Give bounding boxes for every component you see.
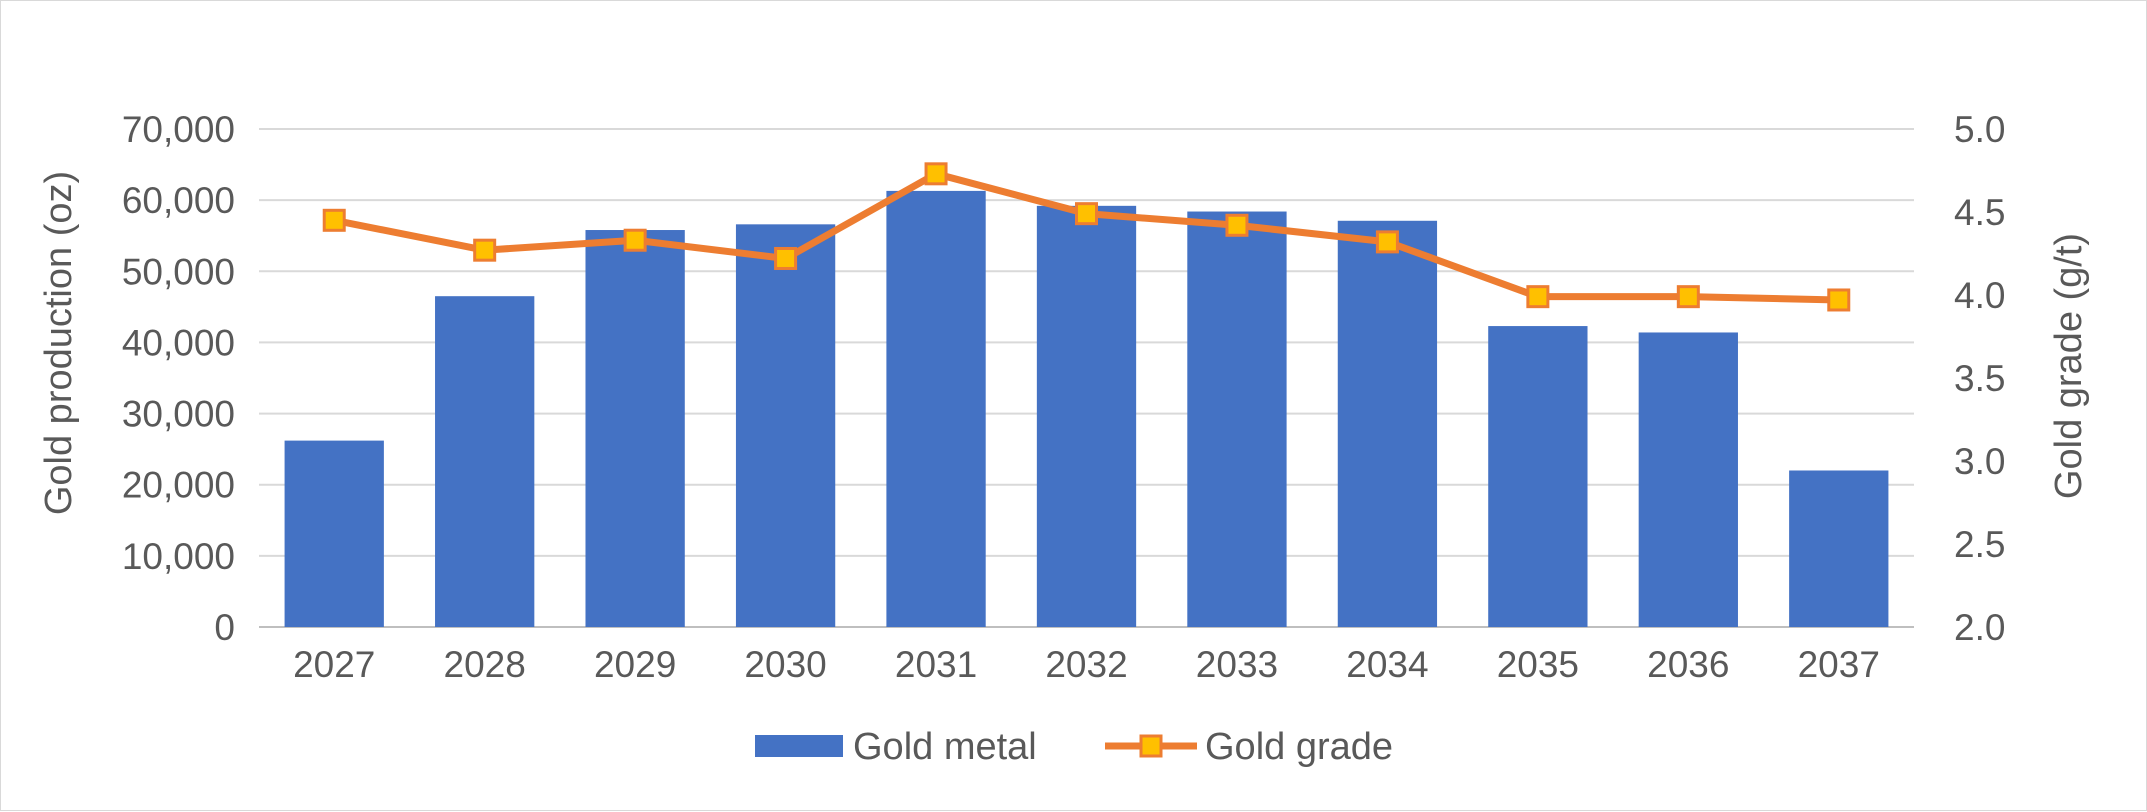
y2-tick-label: 3.0	[1954, 441, 2005, 482]
right-axis-title: Gold grade (g/t)	[2048, 233, 2090, 499]
grade-marker	[1676, 285, 1700, 309]
y-tick-label: 10,000	[122, 536, 235, 577]
x-tick-label: 2033	[1196, 644, 1278, 685]
y2-tick-label: 5.0	[1954, 109, 2005, 150]
legend-marker-gold-grade	[1139, 734, 1163, 758]
y-tick-label: 30,000	[122, 394, 235, 435]
bar	[1638, 332, 1738, 627]
grade-marker	[1375, 230, 1399, 254]
y2-tick-label: 4.5	[1954, 192, 2005, 233]
left-axis-title: Gold production (oz)	[38, 171, 80, 515]
legend: Gold metal Gold grade	[755, 726, 1393, 768]
y2-tick-label: 2.5	[1954, 524, 2005, 565]
legend-swatch-gold-metal	[755, 735, 843, 757]
bar	[735, 224, 836, 627]
y2-tick-label: 2.0	[1954, 607, 2005, 648]
bar	[435, 296, 535, 627]
x-tick-label: 2027	[293, 644, 375, 685]
bar	[1036, 205, 1137, 627]
bar-series-gold-metal	[284, 190, 1889, 628]
grade-marker	[1827, 288, 1851, 312]
legend-label-gold-metal: Gold metal	[853, 726, 1037, 768]
y2-tick-label: 4.0	[1954, 275, 2005, 316]
grade-marker	[924, 162, 948, 186]
grade-marker	[1075, 202, 1098, 226]
bar	[585, 230, 685, 627]
y-tick-label: 40,000	[122, 322, 235, 363]
x-tick-label: 2030	[744, 644, 826, 685]
x-tick-label: 2029	[594, 644, 676, 685]
bar	[1187, 211, 1287, 628]
grade-marker	[623, 228, 647, 252]
x-tick-label: 2036	[1647, 644, 1729, 685]
x-tick-label: 2034	[1346, 644, 1428, 685]
y-tick-label: 70,000	[122, 109, 235, 150]
legend-label-gold-grade: Gold grade	[1205, 726, 1393, 768]
x-tick-label: 2028	[444, 644, 526, 685]
y-tick-label: 20,000	[122, 465, 235, 506]
left-axis-ticks: 0 10,000 20,000 30,000 40,000 50,000 60,000 70,…	[122, 109, 235, 648]
grade-marker	[473, 238, 497, 262]
x-tick-label: 2037	[1798, 644, 1880, 685]
grade-marker	[1225, 213, 1249, 237]
x-tick-label: 2035	[1497, 644, 1579, 685]
x-tick-label: 2032	[1045, 644, 1127, 685]
y2-tick-label: 3.5	[1954, 358, 2005, 399]
x-tick-label: 2031	[895, 644, 977, 685]
y-tick-label: 60,000	[122, 180, 235, 221]
line-series-gold-grade	[322, 162, 1851, 312]
bar	[284, 440, 384, 627]
bar	[1488, 326, 1588, 627]
y-tick-label: 0	[214, 607, 235, 648]
grade-marker	[774, 246, 798, 270]
y-tick-label: 50,000	[122, 251, 235, 292]
bar	[1789, 470, 1889, 627]
x-axis-ticks: 2027 2028 2029 2030 2031 2032 2033 2034 2035 2036…	[293, 644, 1880, 685]
bar	[1337, 220, 1438, 627]
bar	[886, 190, 986, 627]
right-axis-ticks: 2.0 2.5 3.0 3.5 4.0 4.5 5.0	[1954, 109, 2005, 648]
grade-marker	[1526, 285, 1550, 309]
grade-marker	[322, 208, 346, 232]
